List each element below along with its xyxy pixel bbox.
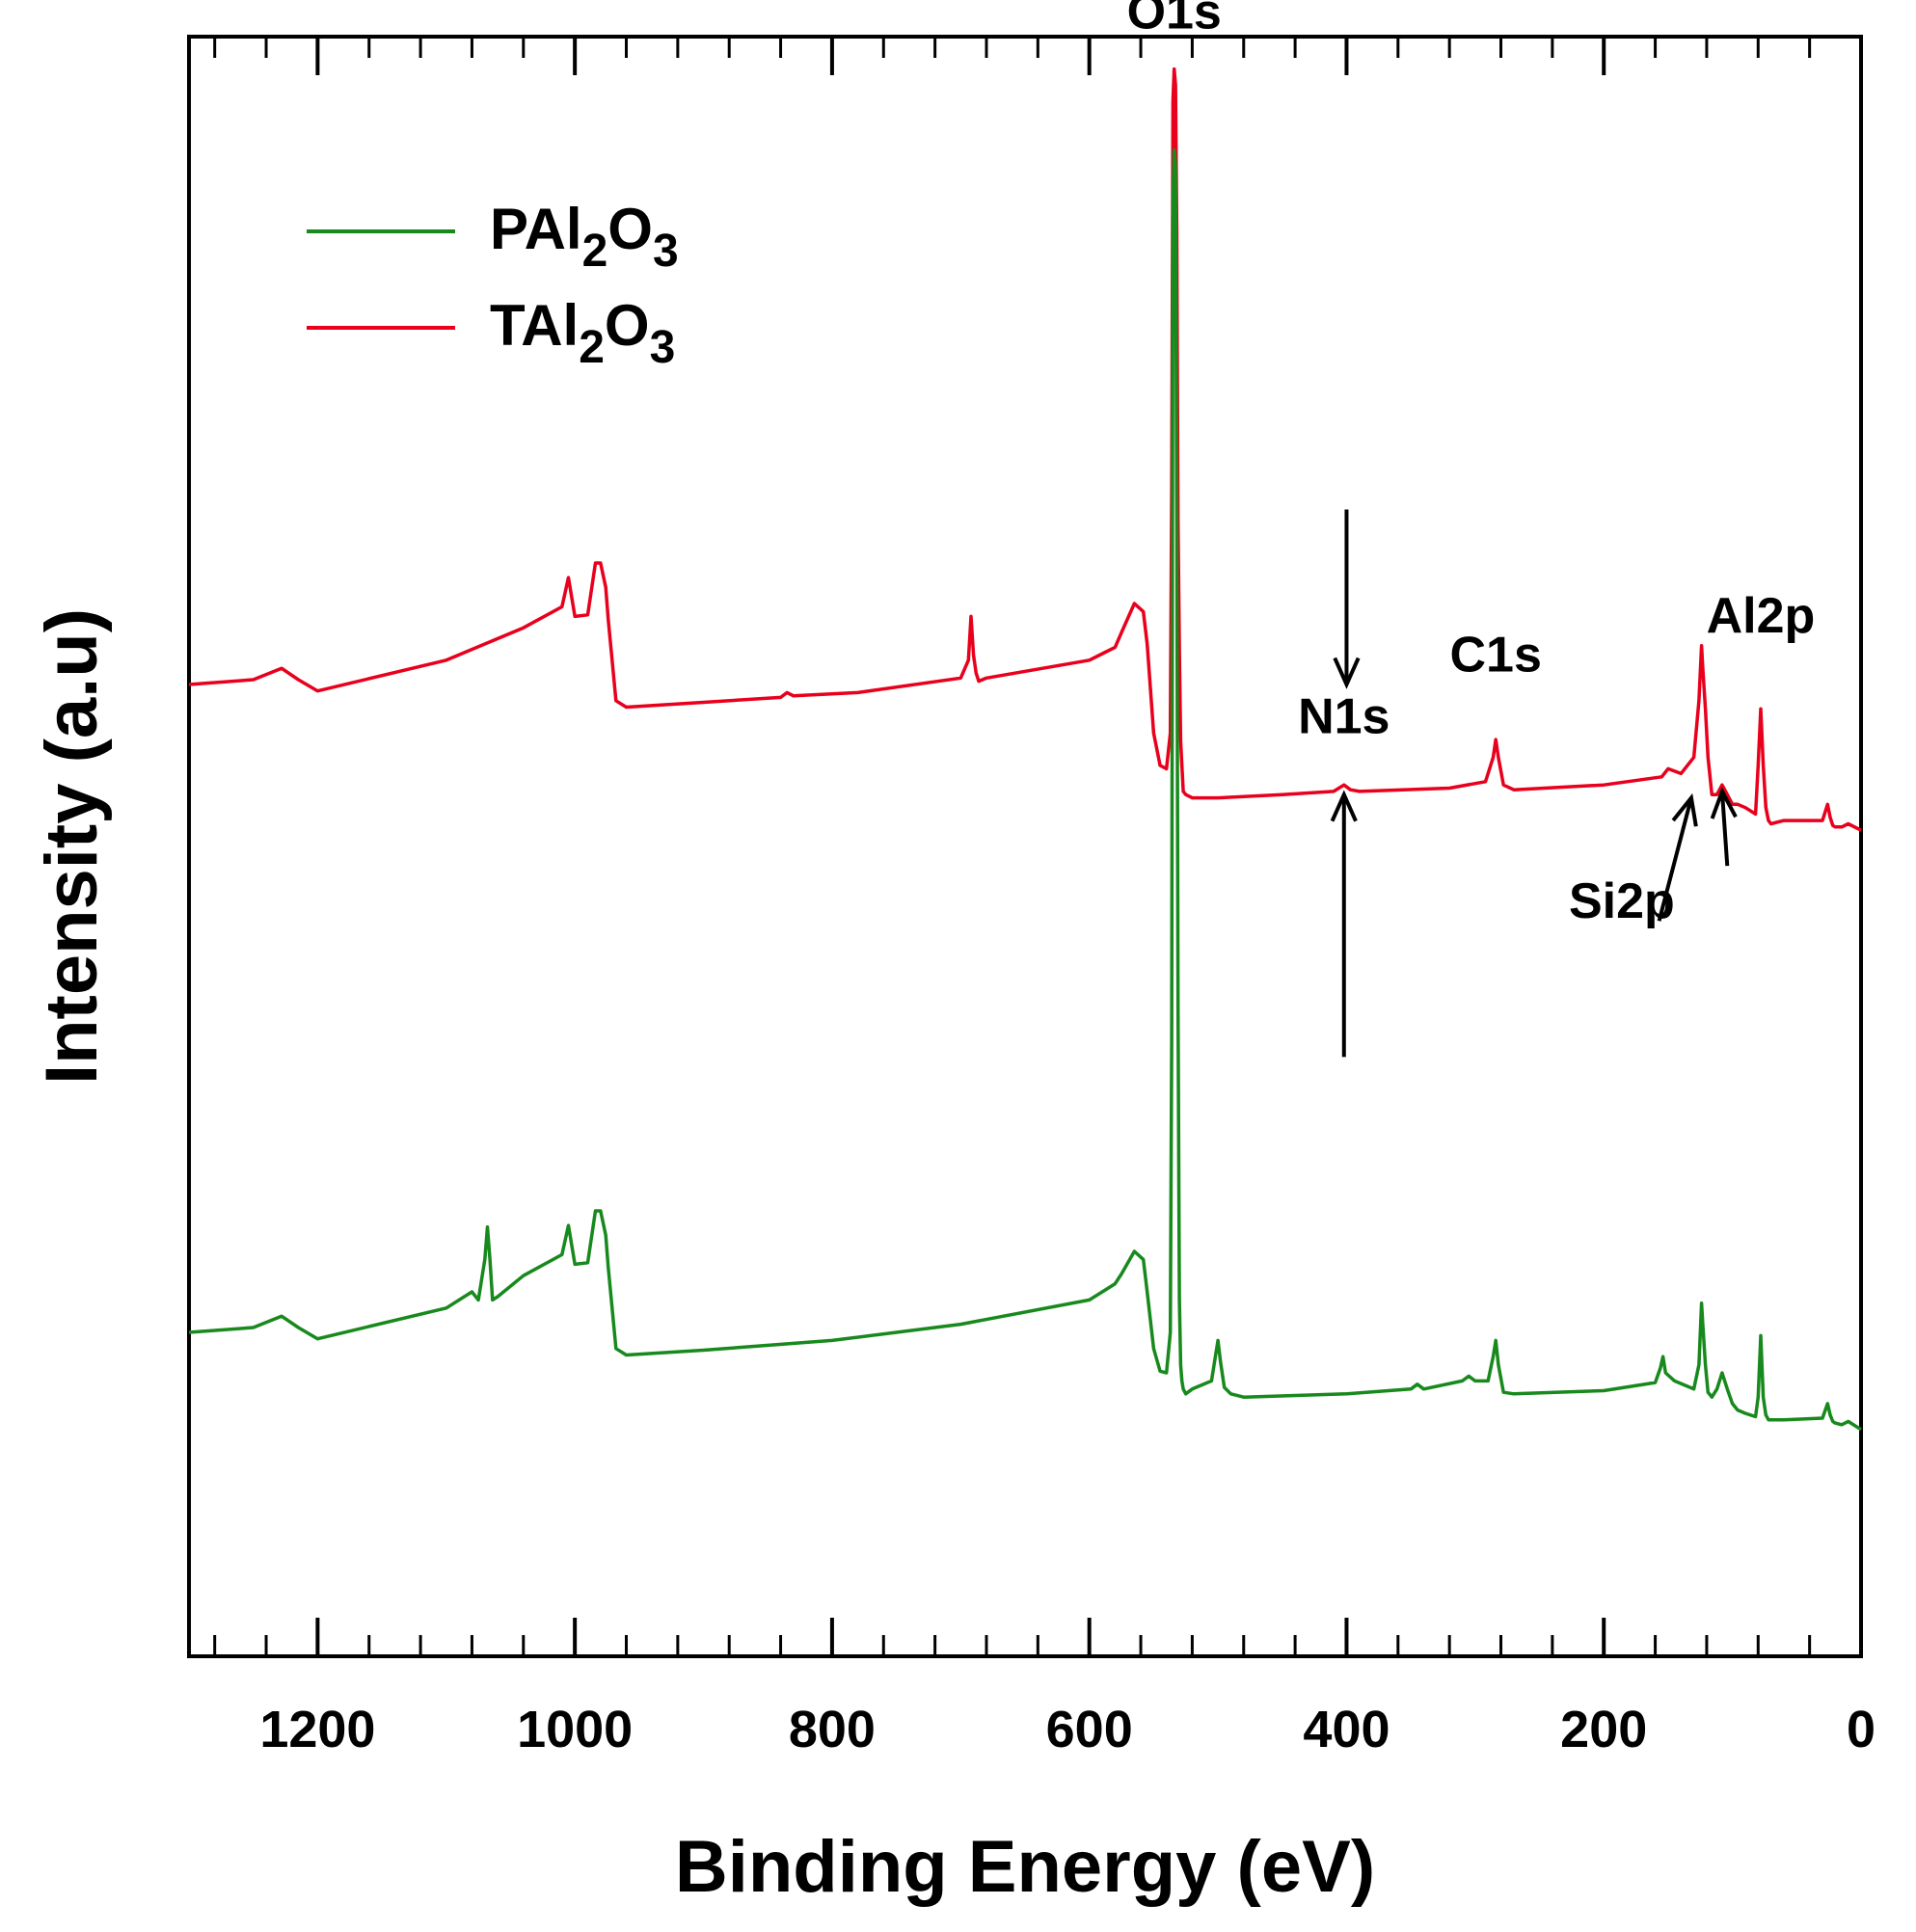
y-axis-label: Intensity (a.u) [31, 608, 113, 1085]
x-tick-label-0: 0 [1847, 1701, 1876, 1758]
x-tick-label-200: 200 [1560, 1701, 1647, 1758]
peak-label-n1s: N1s [1298, 688, 1390, 744]
legend-label-PAl2O3: PAl2O3 [490, 197, 679, 277]
x-axis-label: Binding Energy (eV) [675, 1826, 1375, 1908]
annotation-layer: O1s N1s C1s Al2p Si2p [1127, 0, 1816, 929]
major-ticks [315, 37, 1863, 1656]
x-tick-label-800: 800 [789, 1701, 876, 1758]
peak-label-c1s: C1s [1449, 628, 1541, 684]
n1s-arrow-down-head [1333, 657, 1361, 689]
legend-label-TAl2O3: TAl2O3 [490, 293, 675, 373]
n1s-arrow-up-head [1330, 790, 1358, 822]
si2p-arrow-2 [1710, 786, 1738, 867]
series-line-PAl2O3 [188, 148, 1862, 1432]
si2p-arrow-2-head [1710, 786, 1738, 819]
series-layer [188, 67, 1862, 1432]
si2p-arrow-head [1671, 792, 1698, 827]
x-tick-label-400: 400 [1303, 1701, 1390, 1758]
peak-label-al2p: Al2p [1707, 588, 1816, 644]
peak-label-si2p: Si2p [1569, 873, 1675, 929]
x-tick-label-1000: 1000 [517, 1701, 633, 1758]
n1s-arrow-up [1330, 790, 1358, 1058]
si2p-arrow-2-shaft [1719, 791, 1730, 867]
peak-label-o1s: O1s [1127, 0, 1222, 40]
minor-ticks [213, 37, 1812, 1656]
x-tick-label-1200: 1200 [259, 1701, 375, 1758]
plot-frame [187, 35, 1863, 1658]
x-tick-label-600: 600 [1046, 1701, 1133, 1758]
si2p-arrow [1657, 792, 1698, 922]
si2p-arrow-shaft [1657, 797, 1693, 922]
n1s-arrow-down [1333, 509, 1361, 689]
arrow-layer [1330, 509, 1738, 1058]
x-tick-labels: 1200 1000 800 600 400 200 0 [259, 1701, 1876, 1758]
series-line-TAl2O3 [188, 67, 1862, 832]
legend: PAl2O3 TAl2O3 [307, 197, 679, 373]
